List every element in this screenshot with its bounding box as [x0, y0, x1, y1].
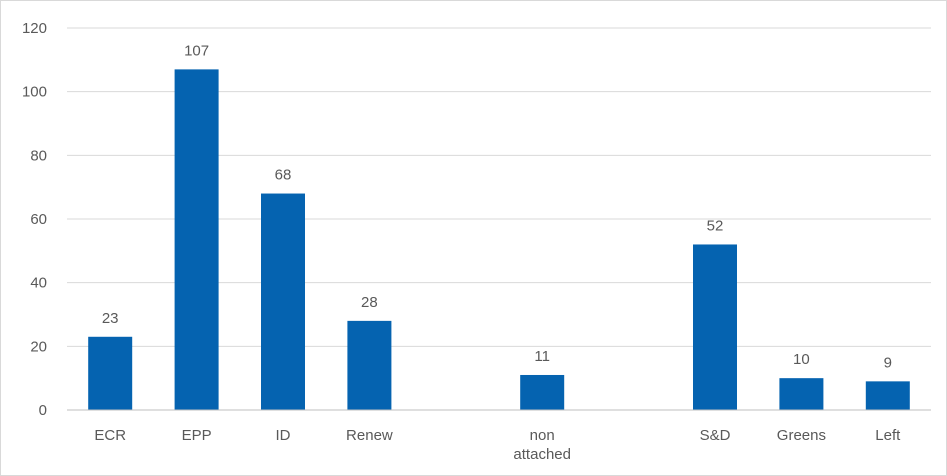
x-tick-label: Left — [875, 427, 901, 444]
x-tick-label: ID — [276, 427, 291, 444]
data-label: 68 — [275, 167, 292, 184]
y-tick-label: 40 — [30, 275, 47, 292]
x-tick-label: ECR — [94, 427, 126, 444]
data-label: 11 — [534, 348, 550, 365]
data-label: 10 — [793, 351, 810, 368]
x-tick-label: EPP — [182, 427, 212, 444]
bar-renew — [347, 320, 392, 410]
bar-non-attached — [520, 374, 565, 410]
bar-ecr — [88, 336, 133, 410]
data-label: 107 — [184, 42, 209, 59]
x-tick-label: non attached — [513, 427, 571, 463]
y-tick-label: 100 — [22, 84, 47, 101]
x-tick-label: S&D — [700, 427, 731, 444]
bar-s-d — [693, 244, 737, 410]
x-axis-tick-labels: ECR EPP ID Renew non attached S&D Greens Left — [94, 427, 901, 463]
data-label: 52 — [707, 217, 724, 234]
bar-epp — [174, 69, 219, 410]
data-label: 28 — [361, 294, 378, 311]
x-tick-label: Renew — [346, 427, 393, 444]
y-tick-label: 120 — [22, 20, 47, 37]
bar-left — [865, 381, 910, 410]
bar-id — [261, 193, 305, 410]
data-labels: 23 107 68 28 11 52 10 9 — [102, 42, 892, 371]
data-label: 9 — [884, 354, 892, 371]
y-tick-label: 20 — [30, 338, 47, 355]
bars — [88, 69, 910, 410]
y-tick-label: 60 — [30, 211, 47, 228]
y-tick-label: 80 — [30, 147, 47, 164]
y-tick-label: 0 — [39, 402, 47, 419]
y-axis-tick-labels: 0 20 40 60 80 100 120 — [22, 20, 47, 419]
x-tick-label: Greens — [777, 427, 826, 444]
bar-greens — [779, 378, 824, 410]
data-label: 23 — [102, 310, 119, 327]
